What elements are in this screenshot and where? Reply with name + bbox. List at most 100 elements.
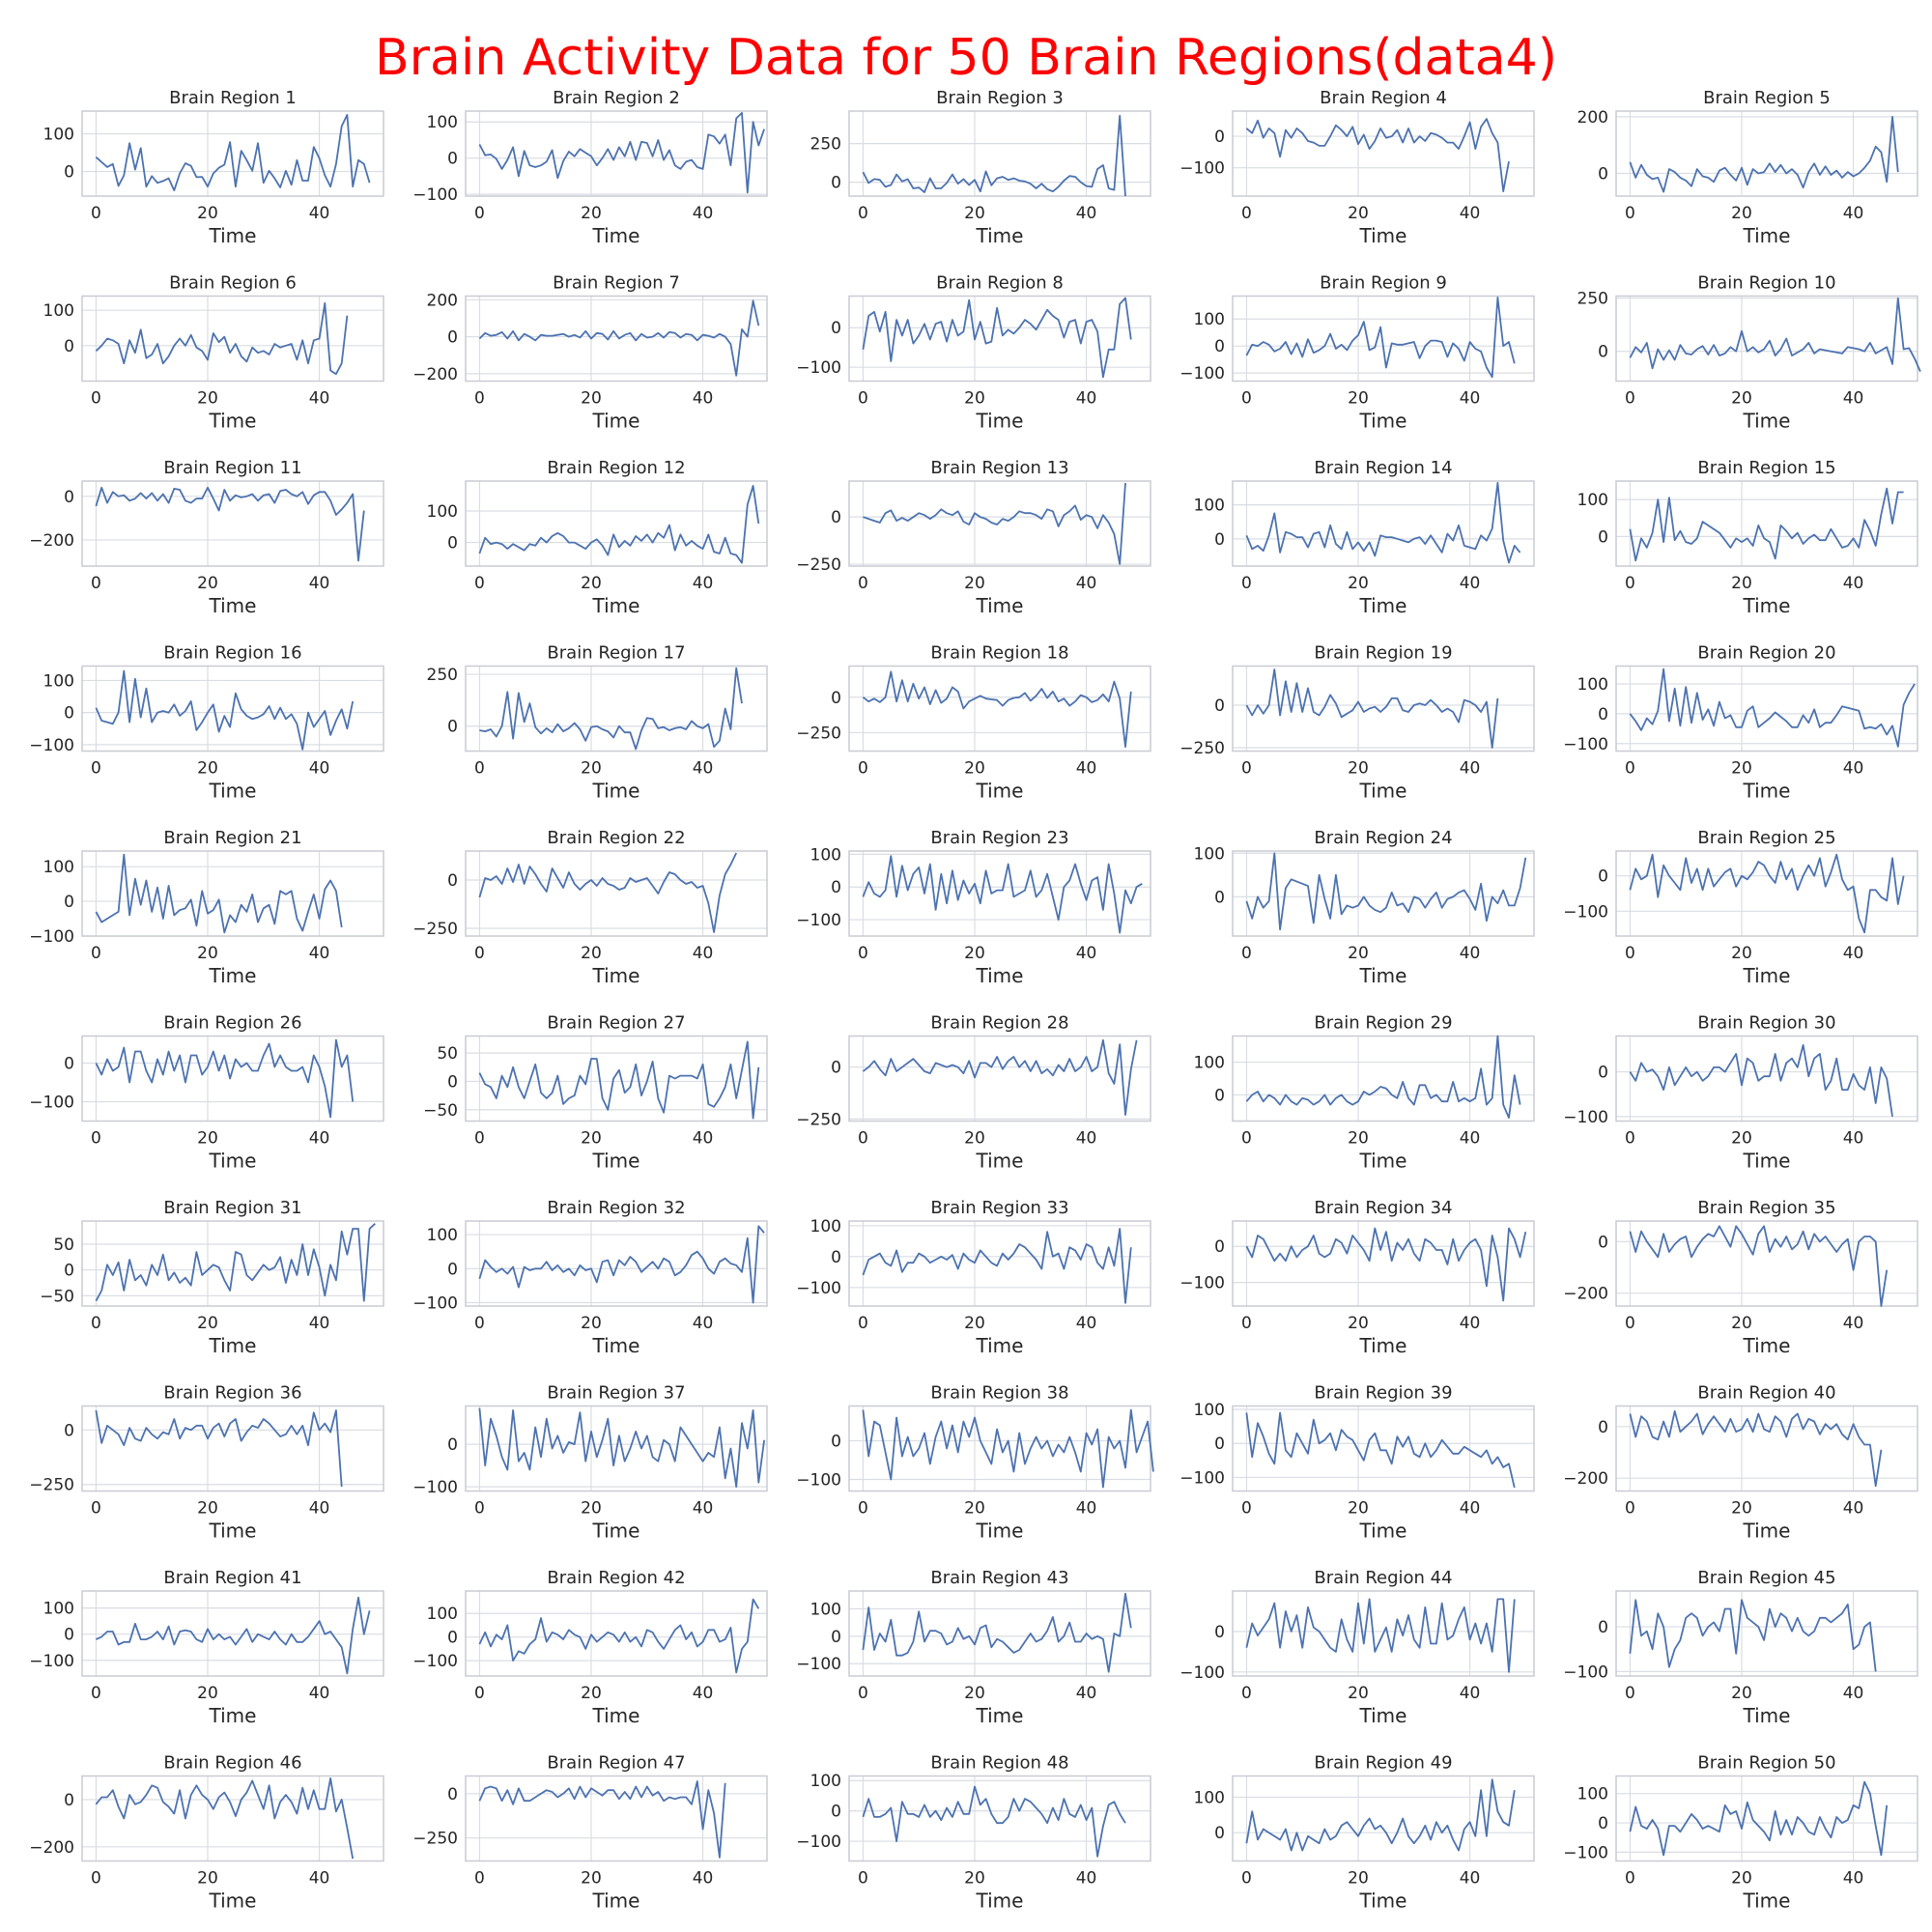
x-axis-label: Time	[209, 1704, 257, 1727]
x-tick-label: 0	[91, 204, 101, 223]
y-tick-label: 0	[1214, 1237, 1225, 1257]
y-tick-label: 0	[1598, 343, 1608, 362]
x-tick-label: 20	[1348, 389, 1369, 409]
x-axis-label: Time	[1359, 964, 1407, 987]
y-tick-label: 100	[1194, 1401, 1225, 1420]
series-line	[95, 301, 349, 376]
plot-frame	[465, 110, 768, 197]
y-tick-label: 100	[43, 1600, 74, 1619]
x-axis-label: Time	[1743, 1889, 1791, 1913]
x-tick-label: 0	[1241, 1684, 1252, 1703]
x-tick-label: 20	[964, 204, 985, 223]
y-tick-label: −100	[796, 1655, 841, 1674]
series-line	[95, 1777, 355, 1860]
y-tick-label: 0	[1214, 696, 1225, 716]
y-tick-label: 100	[1194, 497, 1225, 516]
y-tick-label: −100	[1563, 1108, 1608, 1127]
subplot-title: Brain Region 4	[1320, 88, 1447, 108]
subplot-title: Brain Region 28	[930, 1013, 1068, 1034]
subplot-title: Brain Region 47	[547, 1753, 685, 1774]
series-line	[1629, 668, 1916, 748]
y-tick-label: 0	[831, 1059, 841, 1078]
subplot: Brain Region 20 0 20 40 −100 0 100 Time	[1563, 643, 1918, 803]
x-tick-label: 0	[858, 1499, 868, 1519]
subplot-title: Brain Region 41	[163, 1568, 301, 1588]
series-line	[1245, 1227, 1527, 1302]
x-tick-label: 40	[693, 1684, 714, 1703]
x-axis-label: Time	[209, 594, 257, 617]
series-line	[1629, 297, 1921, 372]
y-tick-label: 0	[831, 174, 841, 193]
subplot-title: Brain Region 30	[1697, 1013, 1835, 1034]
subplot: Brain Region 27 0 20 40 −50 0 50 Time	[423, 1013, 768, 1173]
subplot: Brain Region 31 0 20 40 −50 0 50 Time	[40, 1198, 384, 1357]
x-tick-label: 20	[197, 1129, 218, 1149]
x-tick-label: 40	[1460, 944, 1481, 963]
series-line	[862, 1592, 1132, 1673]
x-tick-label: 0	[1625, 574, 1635, 593]
subplot-title: Brain Region 45	[1697, 1568, 1835, 1588]
subplot-title: Brain Region 1	[169, 88, 297, 108]
x-tick-label: 20	[1731, 1129, 1752, 1149]
y-tick-label: 100	[810, 845, 841, 865]
x-tick-label: 20	[1348, 759, 1369, 779]
plot-frame	[465, 1775, 768, 1862]
y-tick-label: −100	[29, 927, 74, 947]
x-tick-label: 40	[1843, 1869, 1864, 1889]
y-tick-label: 0	[447, 1072, 458, 1092]
x-tick-label: 0	[474, 1869, 485, 1889]
subplot: Brain Region 50 0 20 40 −100 0 100 Time	[1563, 1753, 1918, 1913]
y-tick-label: −100	[1179, 364, 1225, 384]
subplot: Brain Region 29 0 20 40 0 100 Time	[1194, 1013, 1535, 1173]
y-tick-label: −250	[1179, 739, 1225, 758]
x-tick-label: 20	[197, 574, 218, 593]
subplot-title: Brain Region 24	[1314, 828, 1452, 848]
x-tick-label: 0	[474, 1499, 485, 1519]
y-tick-label: 100	[427, 502, 458, 522]
y-tick-label: 0	[1598, 1814, 1608, 1833]
x-tick-label: 20	[581, 944, 602, 963]
x-tick-label: 20	[964, 389, 985, 409]
y-tick-label: 0	[831, 319, 841, 338]
plot-frame	[848, 1220, 1151, 1307]
x-axis-label: Time	[1359, 410, 1407, 433]
plot-frame	[465, 295, 768, 383]
x-tick-label: 0	[474, 1129, 485, 1149]
x-tick-label: 0	[1625, 944, 1635, 963]
x-axis-label: Time	[209, 224, 257, 247]
x-tick-label: 0	[1241, 1869, 1252, 1889]
subplot: Brain Region 9 0 20 40 −100 0 100 Time	[1179, 273, 1535, 433]
x-tick-label: 40	[1843, 1684, 1864, 1703]
plot-frame	[465, 1035, 768, 1122]
subplot-title: Brain Region 7	[553, 273, 680, 294]
subplot: Brain Region 35 0 20 40 −200 0 Time	[1563, 1198, 1918, 1357]
subplot: Brain Region 8 0 20 40 −100 0 Time	[796, 273, 1151, 433]
y-tick-label: 0	[1214, 128, 1225, 147]
x-tick-label: 40	[1076, 759, 1097, 779]
y-tick-label: −200	[29, 531, 74, 551]
x-tick-label: 20	[1348, 944, 1369, 963]
y-tick-label: 0	[1598, 1418, 1608, 1437]
subplot: Brain Region 1 0 20 40 0 100 Time	[43, 88, 384, 247]
x-tick-label: 20	[197, 1499, 218, 1519]
subplot: Brain Region 19 0 20 40 −250 0 Time	[1179, 643, 1535, 803]
series-line	[478, 852, 738, 933]
subplot-title: Brain Region 21	[163, 828, 301, 848]
y-tick-label: −100	[1179, 1274, 1225, 1293]
plot-frame	[81, 295, 384, 383]
subplot: Brain Region 24 0 20 40 0 100 Time	[1194, 828, 1535, 987]
series-line	[1245, 852, 1527, 931]
plot-frame	[1615, 1220, 1918, 1307]
x-tick-label: 40	[1076, 1129, 1097, 1149]
plot-frame	[465, 1220, 768, 1307]
y-tick-label: 250	[1577, 290, 1608, 309]
y-tick-label: 250	[810, 135, 841, 155]
y-tick-label: 0	[1598, 1618, 1608, 1637]
y-tick-label: 0	[64, 488, 74, 507]
y-tick-label: 100	[43, 125, 74, 144]
x-tick-label: 0	[91, 1314, 101, 1333]
subplot: Brain Region 33 0 20 40 −100 0 100 Time	[796, 1198, 1151, 1357]
x-axis-label: Time	[1743, 1150, 1791, 1173]
subplot-title: Brain Region 48	[930, 1753, 1068, 1774]
